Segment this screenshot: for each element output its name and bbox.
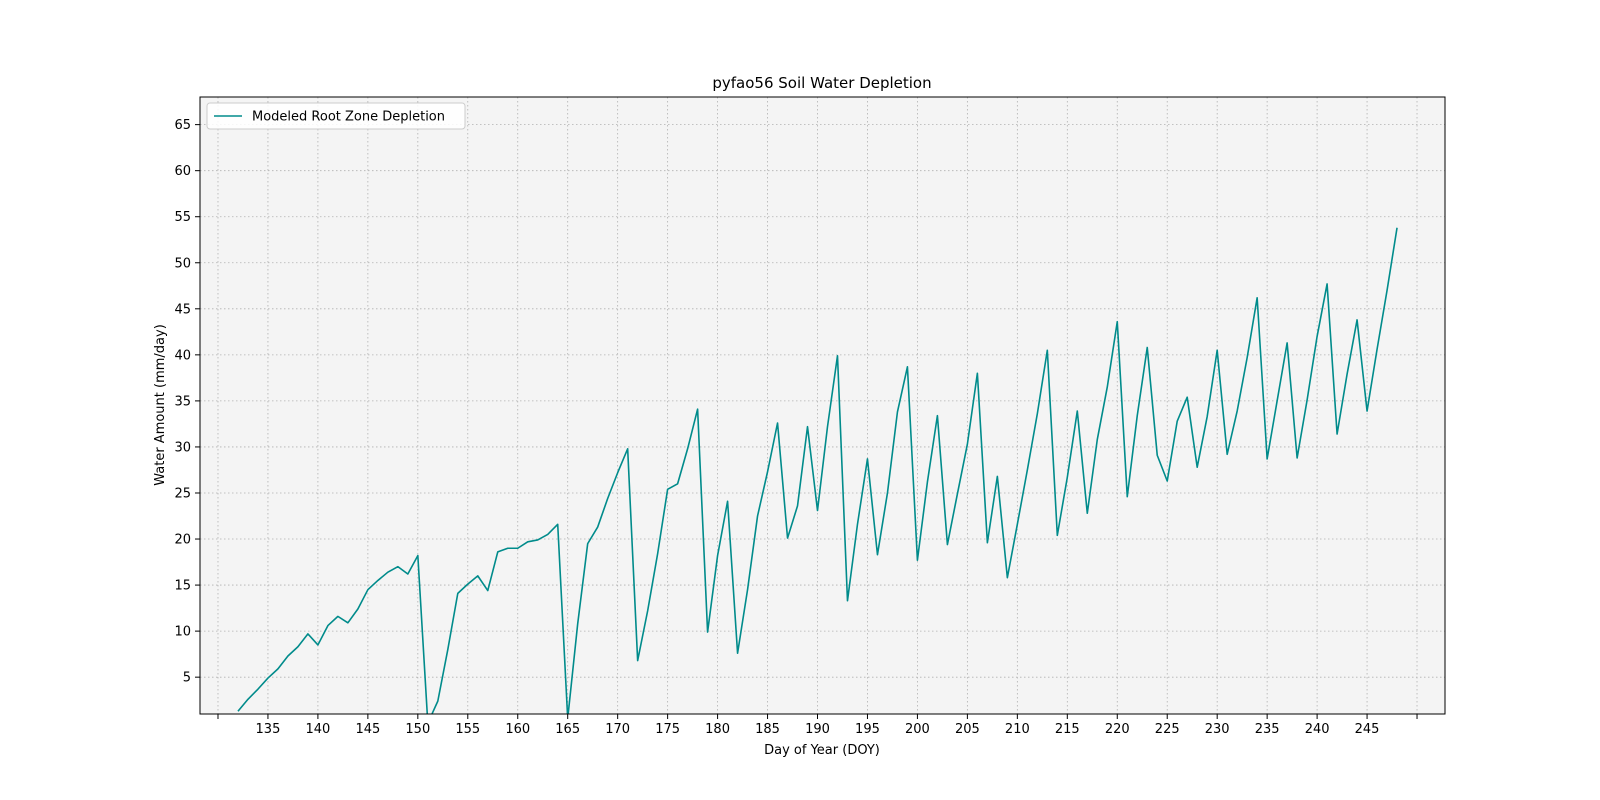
series-line-1 (237, 227, 1398, 714)
y-tick-label: 5 (183, 671, 191, 686)
x-tick-label: 235 (1255, 722, 1280, 737)
x-tick-label: 225 (1155, 722, 1180, 737)
y-tick-label: 50 (174, 256, 191, 271)
x-tick-label: 245 (1355, 722, 1380, 737)
y-axis-label: Water Amount (mm/day) (153, 324, 168, 486)
y-tick-label: 20 (174, 533, 191, 548)
y-tick-label: 40 (174, 348, 191, 363)
x-tick-label: 140 (305, 722, 330, 737)
grid (200, 97, 1445, 714)
y-tick-label: 35 (174, 394, 191, 409)
plot-frame (199, 96, 1446, 715)
x-tick-label: 190 (805, 722, 830, 737)
y-tick-label: 55 (174, 210, 191, 225)
x-tick-label: 145 (355, 722, 380, 737)
x-tick-label: 175 (655, 722, 680, 737)
x-axis-label: Day of Year (DOY) (764, 743, 880, 758)
legend: Modeled Root Zone Depletion (206, 102, 466, 130)
x-tick-label: 210 (1005, 722, 1030, 737)
x-tick-label: 150 (405, 722, 430, 737)
y-tick-label: 45 (174, 302, 191, 317)
x-tick-label: 215 (1055, 722, 1080, 737)
legend-label: Modeled Root Zone Depletion (252, 110, 445, 125)
y-axis: 5 10 15 20 25 30 35 40 45 50 55 60 65 (174, 118, 200, 686)
y-tick-label: 65 (174, 118, 191, 133)
plot-area (200, 97, 1445, 714)
y-tick-label: 15 (174, 579, 191, 594)
x-axis: 135 140 145 150 155 160 165 170 175 180 185 190 195 2… (217, 714, 1418, 737)
x-tick-label: 205 (955, 722, 980, 737)
x-tick-label: 185 (755, 722, 780, 737)
chart-title: pyfao56 Soil Water Depletion (712, 74, 931, 92)
x-tick-label: 230 (1205, 722, 1230, 737)
x-tick-label: 240 (1305, 722, 1330, 737)
x-tick-label: 165 (555, 722, 580, 737)
x-tick-label: 200 (905, 722, 930, 737)
y-tick-label: 60 (174, 164, 191, 179)
x-tick-label: 220 (1105, 722, 1130, 737)
x-tick-label: 180 (705, 722, 730, 737)
x-tick-label: 195 (855, 722, 880, 737)
y-tick-label: 25 (174, 486, 191, 501)
x-tick-label: 160 (505, 722, 530, 737)
series-layer (237, 227, 1398, 714)
x-tick-label: 155 (455, 722, 480, 737)
y-tick-label: 10 (174, 625, 191, 640)
legend-box (206, 102, 466, 130)
x-tick-label: 170 (605, 722, 630, 737)
x-tick-label: 135 (256, 722, 281, 737)
y-tick-label: 30 (174, 440, 191, 455)
